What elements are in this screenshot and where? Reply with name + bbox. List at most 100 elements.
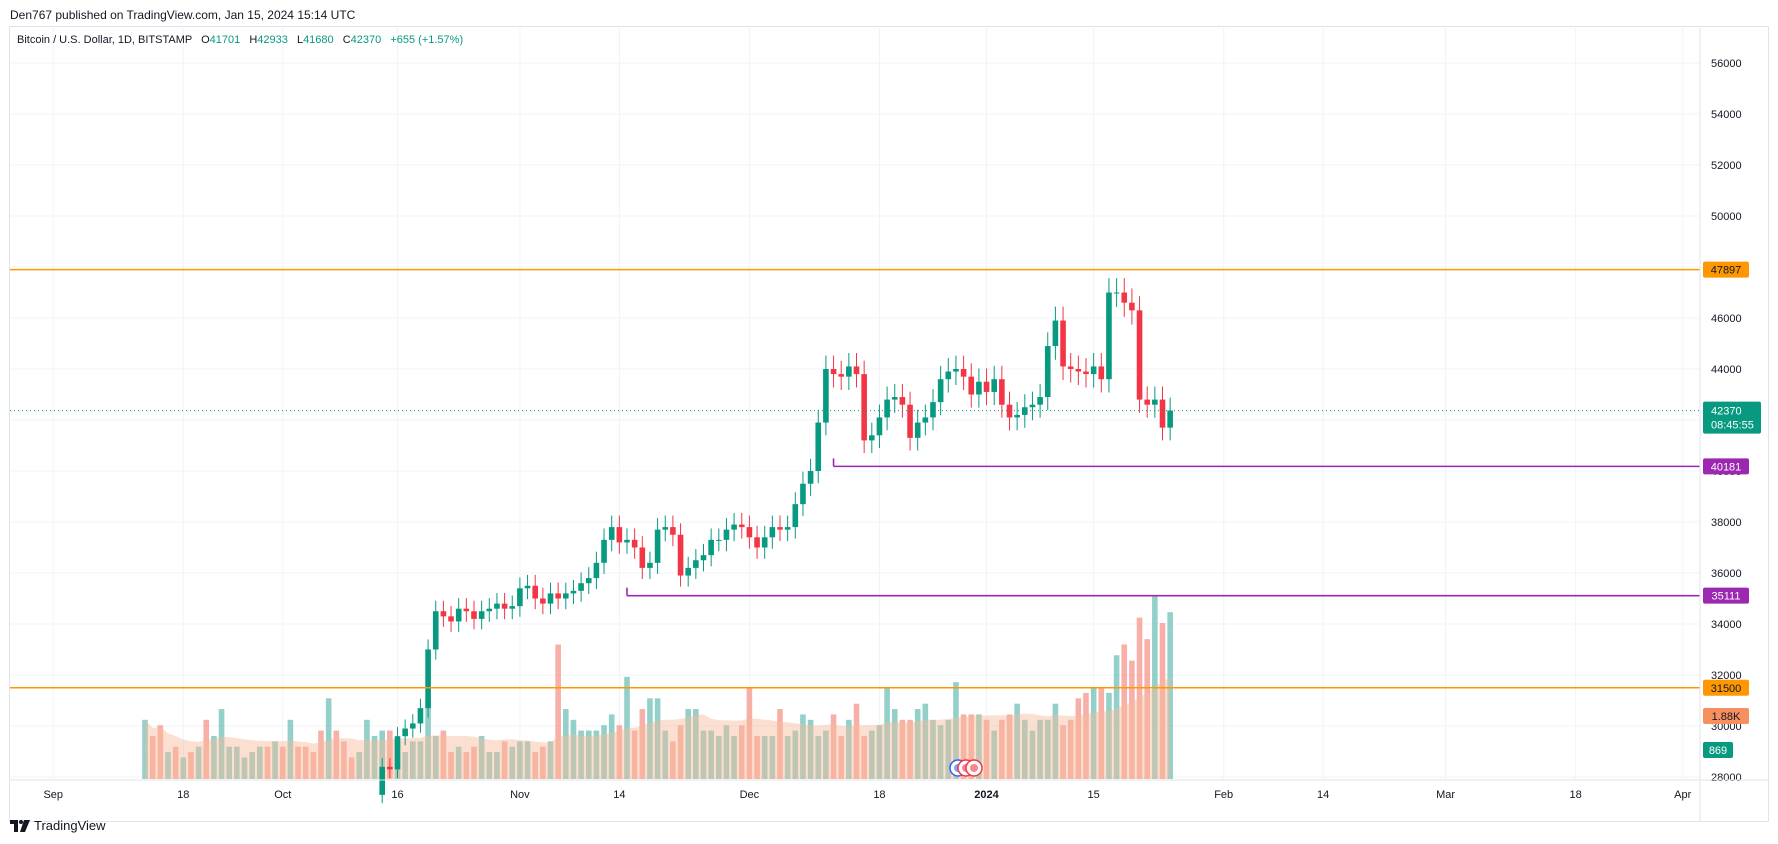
volume-bar [654, 698, 661, 779]
candle-body [455, 608, 462, 622]
symbol-description[interactable]: Bitcoin / U.S. Dollar, 1D, BITSTAMP [17, 34, 193, 46]
candle-body [639, 547, 646, 568]
volume-bar [302, 746, 309, 779]
candle-body [700, 555, 707, 561]
volume-bar [195, 746, 202, 779]
candle-body [1067, 366, 1074, 369]
volume-bar [578, 730, 584, 779]
x-tick-label: Feb [1214, 789, 1233, 801]
candle-body [876, 417, 883, 436]
volume-bar [364, 719, 370, 779]
volume-bar [930, 719, 936, 779]
y-tick-label: 34000 [1711, 619, 1742, 631]
volume-bar [333, 730, 340, 779]
candle-body [624, 539, 630, 543]
y-tick-label: 56000 [1711, 58, 1742, 70]
low-value: 41680 [303, 34, 334, 46]
x-tick-label: 15 [1088, 789, 1100, 801]
volume-bar [341, 741, 347, 779]
x-tick-label: 2024 [974, 789, 999, 801]
volume-tag [1703, 742, 1733, 758]
volume-bar [287, 719, 294, 779]
resistance-low-tag [1703, 679, 1749, 696]
volume-bar [1113, 655, 1120, 779]
volume-bar [234, 746, 240, 779]
candle-body [1129, 302, 1135, 311]
volume-label: 869 [1709, 745, 1727, 757]
volume-bar [149, 735, 156, 779]
x-tick-label: Mar [1436, 789, 1455, 801]
candle-body [670, 527, 676, 535]
volume-bar [1167, 612, 1173, 779]
candle-body [524, 585, 531, 589]
candle-body [585, 578, 592, 584]
volume-bar [532, 752, 538, 779]
volume-bar [524, 741, 531, 779]
candle-body [914, 422, 921, 438]
candle-body [830, 369, 837, 375]
candle-body [631, 539, 638, 548]
resistance-low-tag-label: 31500 [1711, 683, 1742, 695]
footer-brand[interactable]: TradingView [10, 818, 106, 833]
candle-body [838, 374, 844, 377]
volume-bar [869, 730, 875, 779]
volume-bar [1060, 725, 1066, 779]
volume-bar [815, 735, 822, 779]
candle-body [784, 527, 791, 530]
candle-body [807, 471, 814, 484]
volume-bar [670, 741, 676, 779]
volume-bar [960, 714, 967, 779]
volume-bar [616, 725, 623, 779]
candle-body [654, 529, 661, 563]
volume-bar [1159, 622, 1166, 779]
candle-body [394, 736, 401, 770]
countdown-label: 08:45:55 [1711, 420, 1754, 432]
volume-bar [1098, 687, 1105, 779]
volume-bar [723, 725, 730, 779]
tradingview-logo-icon [10, 819, 30, 832]
resistance-high-tag-label: 47897 [1711, 265, 1742, 277]
candle-body [1136, 310, 1143, 400]
last-price-tag [1703, 401, 1761, 434]
volume-bar [1006, 714, 1013, 779]
candle-layer [379, 278, 1173, 804]
volume-bar [1052, 703, 1059, 779]
volume-bar [761, 735, 768, 779]
volume-bar [662, 730, 669, 779]
volume-ma-area [145, 677, 1171, 779]
volume-bar [1129, 660, 1135, 779]
candle-body [570, 590, 577, 594]
volume-bar [899, 719, 906, 779]
volume-bar [853, 703, 860, 779]
footer-brand-label: TradingView [34, 818, 106, 833]
candle-body [922, 417, 929, 423]
open-value: 41701 [209, 34, 241, 46]
volume-bar [953, 682, 959, 779]
volume-bar [471, 746, 477, 779]
volume-bar [410, 741, 416, 779]
volume-bar [172, 746, 179, 779]
y-tick-label: 54000 [1711, 109, 1742, 121]
candle-body [846, 366, 852, 377]
candle-body [486, 608, 493, 612]
volume-bar [448, 752, 454, 779]
level-layer [10, 268, 1700, 689]
candle-body [563, 593, 569, 599]
volume-bar [218, 709, 225, 779]
volume-bar [272, 741, 278, 779]
candle-body [1152, 399, 1158, 405]
volume-bar [1044, 719, 1051, 779]
volume-bar [792, 730, 799, 779]
volume-bar [1144, 639, 1150, 779]
candle-body [800, 483, 806, 505]
candle-body [738, 524, 745, 528]
volume-bar [769, 735, 776, 779]
volume-bar [746, 687, 753, 779]
x-tick-label: 14 [1317, 789, 1329, 801]
volume-bar [226, 746, 232, 779]
candle-body [608, 527, 615, 540]
candle-body [616, 527, 623, 543]
volume-bar [478, 735, 485, 779]
volume-bar [807, 719, 814, 779]
